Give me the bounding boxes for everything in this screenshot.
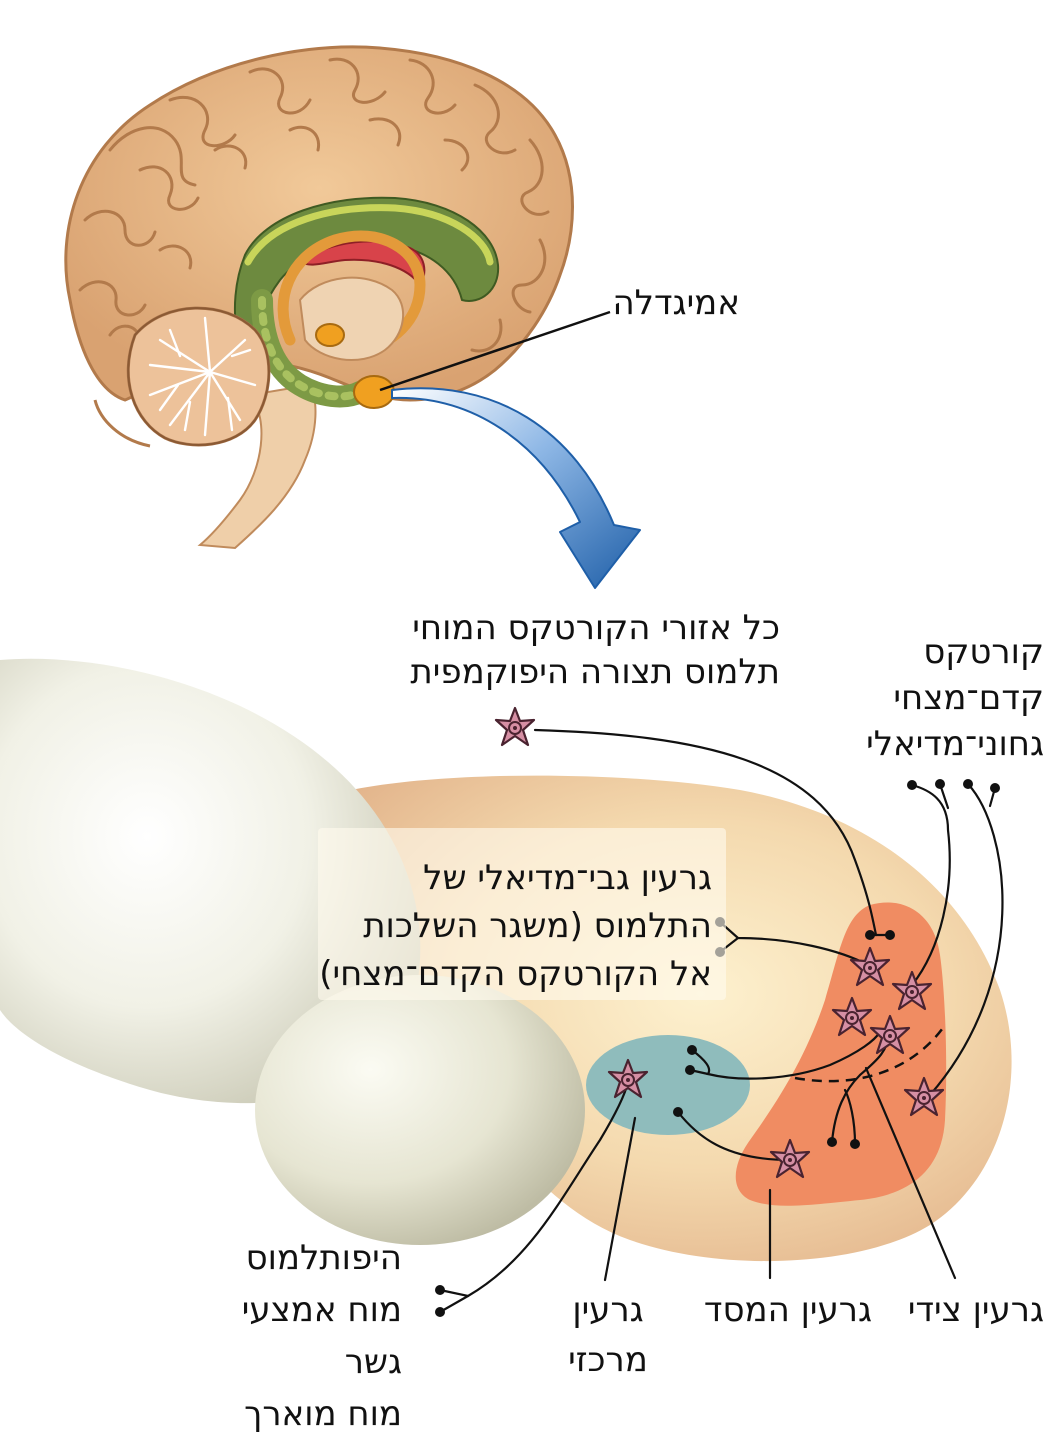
label-midbrain: מוח אמצעי xyxy=(241,1290,402,1330)
label-md-thalamus-line3: אל הקורטקס הקדם־מצחי) xyxy=(319,954,712,994)
cingulum-highlight xyxy=(244,204,494,266)
cerebellum xyxy=(126,306,271,447)
zoom-arrow xyxy=(391,387,641,589)
label-all-cortex-line2: תלמוס תצורה היפוקמפית xyxy=(410,652,780,692)
label-lateral-nucleus: גרעין צידי xyxy=(907,1290,1044,1330)
label-hypothalamus: היפותלמוס xyxy=(245,1238,402,1278)
fornix xyxy=(277,230,426,356)
lateral-basal-boundary xyxy=(794,1024,947,1083)
amygdala-structure xyxy=(353,375,395,409)
hippocampus xyxy=(251,289,371,408)
label-pons: גשר xyxy=(344,1342,402,1382)
temporal-bulb-back xyxy=(0,658,421,1104)
label-pfc-line1: קורטקס xyxy=(923,632,1044,672)
label-central-line1: גרעין xyxy=(572,1290,644,1330)
neuron-cortex xyxy=(494,706,536,747)
thalamus xyxy=(298,276,405,362)
brain-sagittal-illustration xyxy=(64,45,574,550)
basolateral-nucleus xyxy=(735,902,947,1206)
label-amygdala: אמיגדלה xyxy=(612,283,740,323)
label-central-line2: מרכזי xyxy=(568,1340,648,1380)
label-pfc-line2: קדם־מצחי xyxy=(893,678,1044,718)
label-medulla: מוח מוארך xyxy=(244,1394,402,1434)
md-thalamus-label-panel xyxy=(318,828,726,1000)
brainstem xyxy=(197,383,317,550)
gyri xyxy=(78,57,550,353)
label-md-thalamus-line2: התלמוס (משגר השלכות xyxy=(363,906,712,946)
connections xyxy=(438,728,1004,1314)
label-basal-nucleus: גרעין המסד xyxy=(703,1290,872,1330)
mammillary-body xyxy=(315,323,345,347)
amygdala-leader-line xyxy=(379,310,611,392)
temporal-bulb-front xyxy=(255,975,585,1245)
label-all-cortex-line1: כל אזורי הקורטקס המוחי xyxy=(412,608,780,648)
label-md-thalamus-line1: גרעין גבי־מדיאלי של xyxy=(423,858,712,898)
label-pfc-line3: גחוני־מדיאלי xyxy=(866,724,1044,764)
